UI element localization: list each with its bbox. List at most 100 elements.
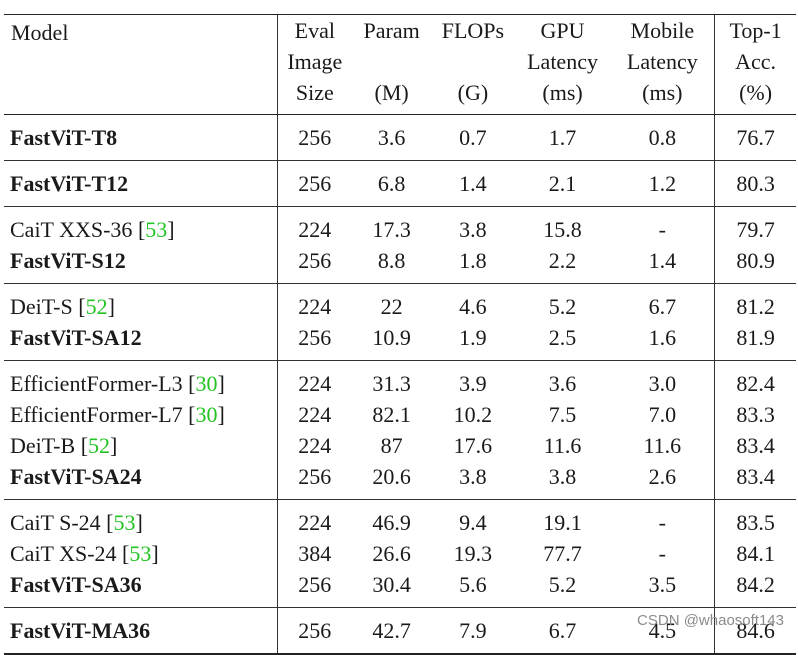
header-top1-line1: Top-1: [714, 14, 796, 46]
header-gpu-line1: GPU: [514, 14, 611, 46]
flops-cell: 5.6: [431, 569, 515, 608]
top1-acc-cell: 83.4: [736, 433, 775, 458]
gpu-latency-cell: 11.6: [543, 433, 582, 458]
param-cell: 6.8: [352, 160, 432, 207]
model-name-cell: FastViT-T8: [4, 114, 278, 161]
model-name-cell: EfficientFormer-L7 [30]: [4, 399, 278, 430]
model-name: DeiT-B: [10, 433, 76, 458]
flops-cell: 17.6: [453, 433, 493, 458]
gpu-latency-cell: 19.1: [543, 510, 582, 535]
mobile-latency-cell: 1.6: [610, 322, 716, 361]
model-name: FastViT-SA36: [10, 572, 142, 597]
citation-link[interactable]: 53: [113, 510, 136, 535]
gpu-latency-cell: 5.2: [548, 294, 577, 319]
header-eval-line1: Eval: [277, 14, 353, 46]
top1-acc-cell: 84.2: [714, 569, 796, 608]
row-group: CaiT S-24 [53] 224 46.9 9.4 19.1 -83.5 CaiT XS…: [4, 499, 796, 608]
header-param-line1: Param: [352, 14, 432, 46]
model-name: EfficientFormer-L3: [10, 371, 183, 396]
flops-cell: 1.8: [431, 245, 515, 284]
model-name-cell: CaiT S-24 [53]: [4, 499, 278, 538]
eval-size-cell: 224: [298, 402, 332, 427]
model-name-cell: FastViT-S12: [4, 245, 278, 284]
top1-acc-cell: 83.3: [736, 402, 775, 427]
citation-link[interactable]: 53: [129, 541, 152, 566]
top1-acc-cell: 82.4: [736, 371, 775, 396]
model-name-cell: FastViT-SA36: [4, 569, 278, 608]
table-row: EfficientFormer-L3 [30] 224 31.3 3.9 3.6 3.0 8…: [4, 360, 796, 399]
header-flops-line2: [431, 46, 514, 77]
table-row: DeiT-S [52] 224 22 4.6 5.2 6.7 81.2: [4, 283, 796, 322]
model-name-cell: FastViT-MA36: [4, 607, 278, 655]
header-eval-line2: Image: [287, 49, 343, 74]
table-row: CaiT XS-24 [53] 384 26.6 19.3 77.7 -84.1: [4, 538, 796, 569]
param-cell: 10.9: [352, 322, 432, 361]
table-row: FastViT-T8 256 3.6 0.7 1.7 0.8 76.7: [4, 114, 796, 161]
top1-acc-cell: 79.7: [736, 217, 775, 242]
mobile-latency-cell: 3.5: [610, 569, 716, 608]
mobile-latency-cell: -: [610, 206, 716, 245]
header-mobile-line2: Latency: [610, 46, 716, 77]
model-name: FastViT-S12: [10, 248, 126, 273]
eval-size-cell: 256: [277, 607, 353, 655]
top1-acc-cell: 81.9: [714, 322, 796, 361]
param-cell: 22: [380, 294, 403, 319]
model-name: CaiT S-24: [10, 510, 101, 535]
header-flops-line3: (G): [431, 77, 515, 115]
row-group: EfficientFormer-L3 [30] 224 31.3 3.9 3.6 3.0 8…: [4, 360, 796, 500]
header-gpu-line2: Latency: [527, 49, 598, 74]
eval-size-cell: 384: [298, 541, 332, 566]
table-row: CaiT XXS-36 [53] 224 17.3 3.8 15.8 -79.7: [4, 206, 796, 245]
citation-link[interactable]: 30: [195, 371, 218, 396]
eval-size-cell: 256: [277, 160, 353, 207]
header-flops-line1: FLOPs: [431, 14, 515, 46]
header-gpu-line3: (ms): [514, 77, 611, 115]
mobile-latency-cell: 0.8: [610, 114, 716, 161]
flops-cell: 1.4: [431, 160, 515, 207]
model-name: CaiT XXS-36: [10, 217, 133, 242]
model-name: FastViT-SA12: [10, 325, 142, 350]
gpu-latency-cell: 3.6: [548, 371, 577, 396]
header-model: Model: [4, 14, 278, 115]
top1-acc-cell: 81.2: [736, 294, 775, 319]
table-row: DeiT-B [52] 224 87 17.6 11.6 11.6 83.4: [4, 430, 796, 461]
flops-cell: 7.9: [431, 607, 515, 655]
param-cell: 20.6: [352, 461, 432, 500]
model-name-cell: FastViT-SA12: [4, 322, 278, 361]
param-cell: 3.6: [352, 114, 432, 161]
model-name-cell: CaiT XS-24 [53]: [4, 538, 278, 569]
param-cell: 8.8: [352, 245, 432, 284]
row-group: DeiT-S [52] 224 22 4.6 5.2 6.7 81.2 FastViT-SA1…: [4, 283, 796, 361]
citation-link[interactable]: 53: [145, 217, 168, 242]
table-row: FastViT-T12 256 6.8 1.4 2.1 1.2 80.3: [4, 160, 796, 207]
eval-size-cell: 256: [277, 569, 353, 608]
citation-link[interactable]: 52: [88, 433, 111, 458]
citation-link[interactable]: 52: [85, 294, 108, 319]
flops-cell: 9.4: [459, 510, 487, 535]
flops-cell: 0.7: [431, 114, 515, 161]
param-cell: 30.4: [352, 569, 432, 608]
table-row: FastViT-S12 256 8.8 1.8 2.2 1.4 80.9: [4, 245, 796, 284]
flops-cell: 3.9: [459, 371, 487, 396]
header-param-line3: (M): [352, 77, 432, 115]
header-eval-line3: Size: [277, 77, 353, 115]
header-top1-line2: Acc.: [735, 49, 777, 74]
model-name: DeiT-S: [10, 294, 73, 319]
model-name-cell: DeiT-B [52]: [4, 430, 278, 461]
model-name-cell: DeiT-S [52]: [4, 283, 278, 322]
mobile-latency-cell: 1.4: [610, 245, 716, 284]
model-name: FastViT-SA24: [10, 464, 142, 489]
citation-link[interactable]: 30: [195, 402, 218, 427]
table-row: EfficientFormer-L7 [30] 224 82.1 10.2 7.5 7.0…: [4, 399, 796, 430]
param-cell: 42.7: [352, 607, 432, 655]
flops-cell: 19.3: [453, 541, 493, 566]
flops-cell: 1.9: [431, 322, 515, 361]
model-name-cell: FastViT-SA24: [4, 461, 278, 500]
model-name: FastViT-MA36: [10, 618, 151, 643]
gpu-latency-cell: 5.2: [514, 569, 611, 608]
param-cell: 31.3: [372, 371, 411, 396]
top1-acc-cell: 80.9: [714, 245, 796, 284]
flops-cell: 3.8: [431, 461, 515, 500]
results-table: Model Eval Param FLOPs GPU Mobile Top-1 …: [4, 14, 796, 655]
row-group: FastViT-T12 256 6.8 1.4 2.1 1.2 80.3: [4, 160, 796, 207]
